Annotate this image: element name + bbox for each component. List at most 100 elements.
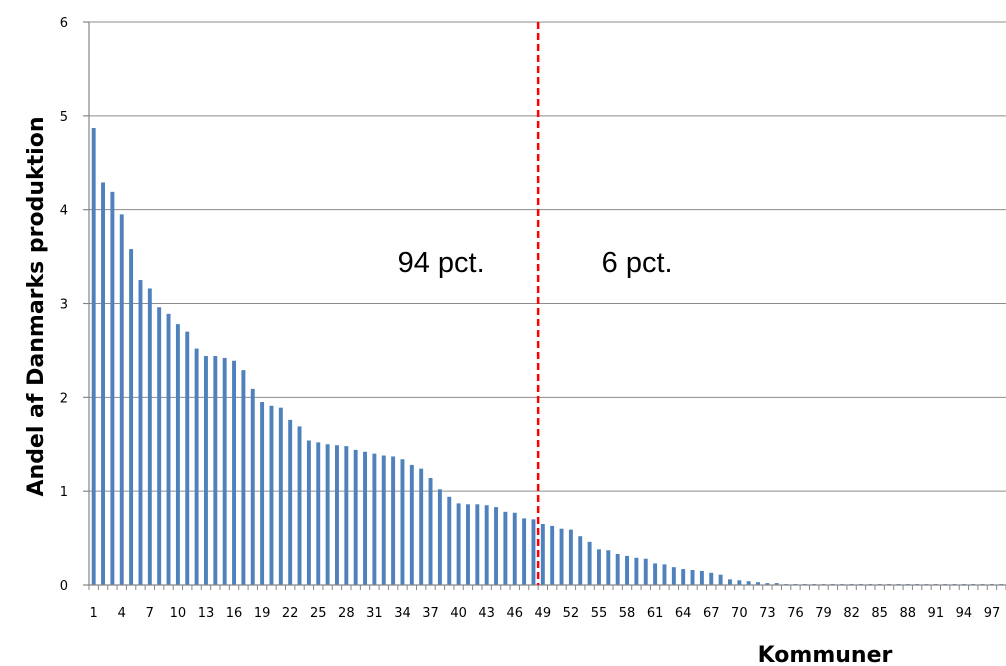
x-tick-label: 52	[563, 606, 580, 621]
x-tick-label: 76	[787, 606, 804, 621]
x-tick-label: 19	[254, 606, 271, 621]
bar	[278, 407, 283, 585]
bar	[129, 249, 134, 585]
bar	[297, 426, 302, 585]
bars	[91, 128, 1004, 586]
bar	[728, 579, 732, 585]
bar	[204, 356, 208, 585]
bar	[568, 529, 573, 585]
y-tick-label: 2	[60, 391, 68, 406]
bar	[503, 511, 508, 585]
x-tick-label: 55	[591, 606, 608, 621]
bar	[718, 574, 723, 585]
x-tick-label: 46	[506, 606, 523, 621]
bar	[671, 567, 676, 585]
bar	[494, 507, 498, 585]
y-tick-labels: 0 1 2 3 4 5 6	[60, 16, 68, 594]
bar	[653, 563, 658, 585]
x-axis-title: Kommuner	[758, 643, 893, 666]
bar	[344, 446, 349, 585]
x-tick-label: 49	[535, 606, 552, 621]
bar	[522, 518, 527, 585]
x-tick-label: 91	[928, 606, 945, 621]
bar	[381, 455, 386, 585]
x-tick-label: 4	[118, 606, 126, 621]
y-tick-label: 6	[60, 16, 68, 31]
bar	[260, 402, 265, 585]
bar	[119, 214, 124, 586]
bar	[147, 288, 152, 585]
bar	[643, 558, 648, 585]
x-tick-label: 64	[675, 606, 692, 621]
x-tick-label: 10	[170, 606, 187, 621]
x-tick-label: 97	[984, 606, 1001, 621]
bar	[737, 580, 742, 585]
bar	[194, 348, 199, 585]
bar	[709, 572, 714, 585]
bar	[615, 554, 620, 585]
bar	[699, 570, 704, 585]
bar	[91, 128, 96, 585]
x-tick-label: 1	[90, 606, 98, 621]
bar	[466, 504, 470, 585]
bar	[250, 388, 255, 585]
x-tick-label: 88	[899, 606, 916, 621]
x-tick-label: 70	[731, 606, 748, 621]
bar	[597, 549, 601, 585]
bar	[746, 581, 751, 585]
bar	[625, 555, 629, 585]
bar	[512, 512, 517, 585]
x-tick-label: 40	[450, 606, 467, 621]
bar	[166, 313, 171, 585]
bar	[372, 453, 377, 585]
x-tick-label: 7	[146, 606, 154, 621]
bar	[175, 324, 180, 585]
x-tick-label: 58	[619, 606, 636, 621]
x-tick-label: 67	[703, 606, 720, 621]
bar	[335, 445, 339, 585]
x-tick-label: 61	[647, 606, 664, 621]
x-tick-label: 22	[282, 606, 299, 621]
x-tick-label: 73	[759, 606, 776, 621]
x-tick-label: 79	[815, 606, 832, 621]
y-tick-label: 1	[60, 485, 68, 500]
bar	[662, 564, 667, 585]
x-tick-label: 82	[843, 606, 860, 621]
bar	[756, 582, 760, 585]
bar	[363, 451, 367, 585]
bar	[634, 557, 639, 585]
bar	[110, 191, 115, 585]
bar	[232, 360, 236, 585]
bar	[288, 419, 293, 585]
x-tick-label: 94	[956, 606, 973, 621]
bar	[690, 569, 695, 585]
x-tick-label: 37	[422, 606, 439, 621]
x-tick-label: 13	[198, 606, 215, 621]
y-tick-label: 5	[60, 110, 68, 125]
bar	[606, 550, 611, 585]
bar	[269, 405, 274, 585]
bar	[325, 444, 330, 585]
bar	[531, 519, 536, 585]
bar	[765, 583, 770, 585]
bar	[681, 569, 686, 585]
bar	[419, 468, 424, 585]
bar	[138, 280, 143, 585]
bar	[578, 536, 583, 585]
bar	[587, 541, 592, 585]
bar	[559, 528, 564, 585]
annotation-left: 94 pct.	[398, 247, 485, 279]
x-tick-label: 34	[394, 606, 411, 621]
bar	[540, 524, 545, 585]
axes	[83, 21, 1006, 590]
x-tick-label: 16	[226, 606, 243, 621]
bar	[409, 464, 414, 585]
x-tick-label: 85	[871, 606, 888, 621]
bar	[353, 449, 358, 585]
bar	[222, 357, 227, 585]
y-tick-label: 0	[60, 579, 68, 594]
bar	[306, 440, 311, 585]
bar	[213, 356, 218, 585]
bar	[475, 504, 480, 585]
